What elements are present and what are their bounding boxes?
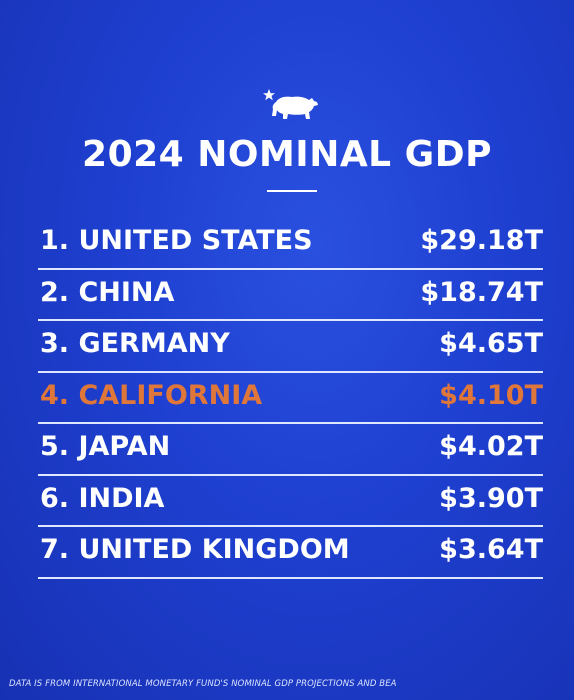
ranking-row-japan: 5. JAPAN $4.02T	[38, 424, 543, 476]
country-label: 1. UNITED STATES	[40, 225, 313, 256]
page-title: 2024 NOMINAL GDP	[82, 134, 492, 175]
source-footnote: DATA IS FROM INTERNATIONAL MONETARY FUND…	[9, 679, 397, 689]
bear-with-star-icon	[263, 89, 318, 119]
gdp-value: $4.02T	[439, 431, 543, 462]
gdp-value: $18.74T	[420, 276, 543, 308]
country-label: 4. CALIFORNIA	[40, 379, 263, 411]
gdp-value: $3.90T	[439, 482, 543, 514]
gdp-value: $4.10T	[439, 379, 543, 411]
country-label: 5. JAPAN	[40, 431, 171, 462]
country-label: 3. GERMANY	[40, 328, 230, 359]
gdp-ranking-list: 1. UNITED STATES $29.18T 2. CHINA $18.74…	[38, 218, 543, 579]
gdp-value: $29.18T	[420, 225, 543, 256]
ranking-row-germany: 3. GERMANY $4.65T	[38, 321, 543, 373]
ranking-row-india: 6. INDIA $3.90T	[38, 476, 543, 527]
gdp-value: $4.65T	[439, 328, 543, 359]
country-label: 7. UNITED KINGDOM	[40, 534, 350, 565]
country-label: 2. CHINA	[40, 276, 175, 308]
title-divider	[267, 190, 317, 192]
gdp-value: $3.64T	[439, 534, 543, 565]
ranking-row-china: 2. CHINA $18.74T	[38, 270, 543, 321]
country-label: 6. INDIA	[40, 482, 165, 514]
ranking-row-united-states: 1. UNITED STATES $29.18T	[38, 218, 543, 270]
ranking-row-california: 4. CALIFORNIA $4.10T	[38, 373, 543, 424]
ranking-row-united-kingdom: 7. UNITED KINGDOM $3.64T	[38, 527, 543, 579]
